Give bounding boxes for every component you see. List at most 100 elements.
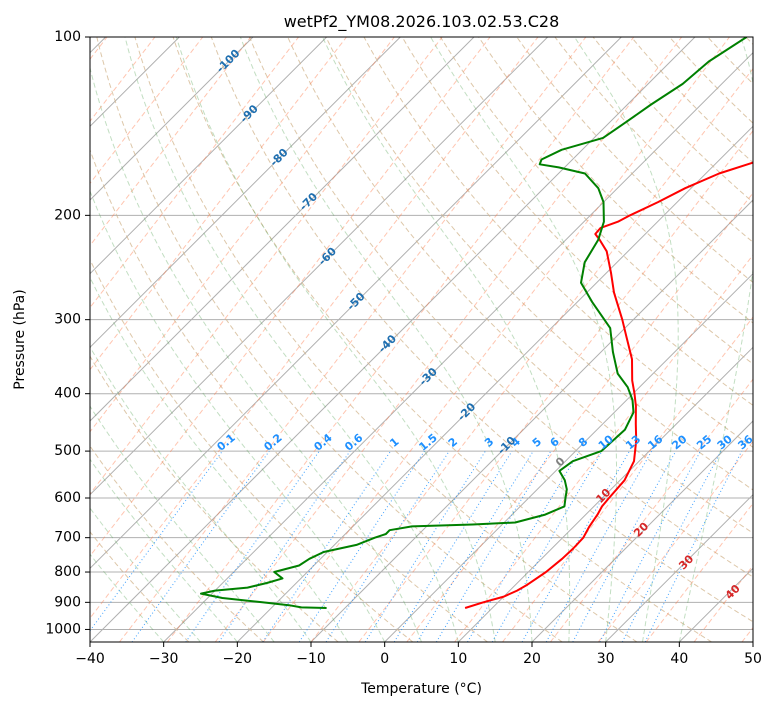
y-tick-label: 400 <box>54 386 81 402</box>
dry-adiabat-line <box>90 355 339 642</box>
mixing-ratio-line <box>572 450 677 642</box>
dry-adiabat-line <box>90 445 264 642</box>
mixing-ratio-label: 13 <box>623 433 643 453</box>
temperature-profile-line <box>464 161 753 609</box>
dewpoint-profile-line <box>200 37 748 609</box>
mixing-ratio-label: 1.5 <box>417 431 440 453</box>
dry-adiabat-line <box>401 37 753 406</box>
moist-adiabat-line <box>90 405 275 642</box>
isotherm-line <box>752 641 753 642</box>
moist-adiabat-line <box>574 37 679 642</box>
y-axis-label: Pressure (hPa) <box>12 289 28 389</box>
mixing-ratio-label: 2 <box>446 435 460 450</box>
dry-adiabat-line <box>554 37 753 243</box>
isotherm-line <box>384 272 753 642</box>
isotherm-label: -80 <box>267 146 290 169</box>
moist-adiabat-line <box>678 37 753 642</box>
isotherm-line <box>236 125 753 642</box>
mixing-ratio-label: 5 <box>530 435 544 450</box>
x-tick-label: 40 <box>670 651 688 667</box>
mixing-ratio-line <box>416 450 534 642</box>
theta-e-line <box>119 37 587 642</box>
mixing-ratio-line <box>621 450 722 642</box>
isotherm-line <box>90 37 328 275</box>
background-lines <box>0 37 753 642</box>
theta-e-line <box>0 37 11 642</box>
mixing-ratio-line <box>545 450 653 642</box>
moist-adiabat-line <box>90 189 386 642</box>
isotherm-line <box>90 37 401 349</box>
mixing-ratio-line <box>298 450 425 642</box>
mixing-ratio-label: 30 <box>715 432 735 452</box>
theta-e-line <box>262 37 730 642</box>
x-axis-label: Temperature (°C) <box>360 681 482 697</box>
x-tick-label: 30 <box>597 651 615 667</box>
isotherm-line <box>163 51 753 642</box>
moist-adiabat-line <box>90 345 312 642</box>
x-tick-label: 0 <box>380 651 389 667</box>
mixing-ratio-line <box>262 450 392 642</box>
y-tick-label: 300 <box>54 312 81 328</box>
dry-adiabat-line <box>249 37 753 578</box>
dry-adiabat-line <box>439 37 753 365</box>
dry-adiabat-line <box>90 258 414 642</box>
mixing-ratio-line <box>467 450 580 642</box>
dry-adiabat-line <box>90 531 190 642</box>
dry-adiabat-line <box>707 37 753 85</box>
dry-adiabat-line <box>325 37 753 491</box>
theta-e-line <box>645 502 753 642</box>
mixing-ratio-label: 0.6 <box>342 431 366 454</box>
theta-e-line <box>90 37 491 557</box>
theta-e-line <box>90 37 443 495</box>
mixing-ratio-line <box>599 450 701 642</box>
x-tick-label: −40 <box>75 651 105 667</box>
dry-adiabat-line <box>210 37 753 623</box>
mixing-ratio-line <box>364 450 486 642</box>
mixing-ratio-line <box>325 450 450 642</box>
mixing-ratio-label: 10 <box>596 432 616 452</box>
theta-e-line <box>550 378 753 642</box>
y-tick-label: 1000 <box>45 621 81 637</box>
theta-e-line <box>741 626 753 642</box>
isotherm-line <box>90 37 696 642</box>
moist-adiabat-line <box>175 37 496 642</box>
dry-adiabat-line <box>745 37 753 46</box>
dry-adiabat-line <box>172 37 712 642</box>
dry-adiabat-line <box>90 148 488 642</box>
moist-adiabat-line <box>124 37 459 642</box>
theta-e-line <box>693 564 753 642</box>
y-tick-label: 800 <box>54 564 81 580</box>
mixing-ratio-line <box>90 450 223 632</box>
isotherm-line <box>90 37 622 570</box>
theta-e-label: 40 <box>723 582 743 602</box>
dry-adiabat-line <box>287 37 753 534</box>
isotherm-label: -60 <box>316 245 339 268</box>
isotherm-line <box>678 567 753 642</box>
isotherm-label: -20 <box>455 400 478 423</box>
mixing-ratio-line <box>218 450 351 642</box>
isotherm-line <box>531 420 753 642</box>
dry-adiabat-line <box>669 37 753 124</box>
isotherm-line <box>605 493 753 642</box>
isotherm-line <box>90 37 475 422</box>
x-tick-label: −30 <box>149 651 179 667</box>
theta-e-line <box>0 37 59 642</box>
isotherm-line <box>90 37 549 496</box>
mixing-ratio-label: 25 <box>694 433 714 453</box>
theta-e-label: 30 <box>676 552 696 572</box>
moist-adiabat-line <box>90 65 422 642</box>
theta-e-label: 10 <box>593 486 613 506</box>
isotherm-line <box>90 37 254 201</box>
moist-adiabat-line <box>430 37 617 642</box>
moist-adiabat-line <box>90 507 201 642</box>
theta-e-label: 20 <box>631 519 651 539</box>
theta-e-line <box>90 37 395 433</box>
x-tick-label: 50 <box>744 651 762 667</box>
y-tick-label: 900 <box>54 594 81 610</box>
theta-e-line <box>502 316 753 642</box>
mixing-ratio-label: 8 <box>576 435 590 450</box>
mixing-ratio-line <box>185 450 320 642</box>
isotherm-line <box>457 346 753 642</box>
mixing-ratio-line <box>393 450 513 642</box>
